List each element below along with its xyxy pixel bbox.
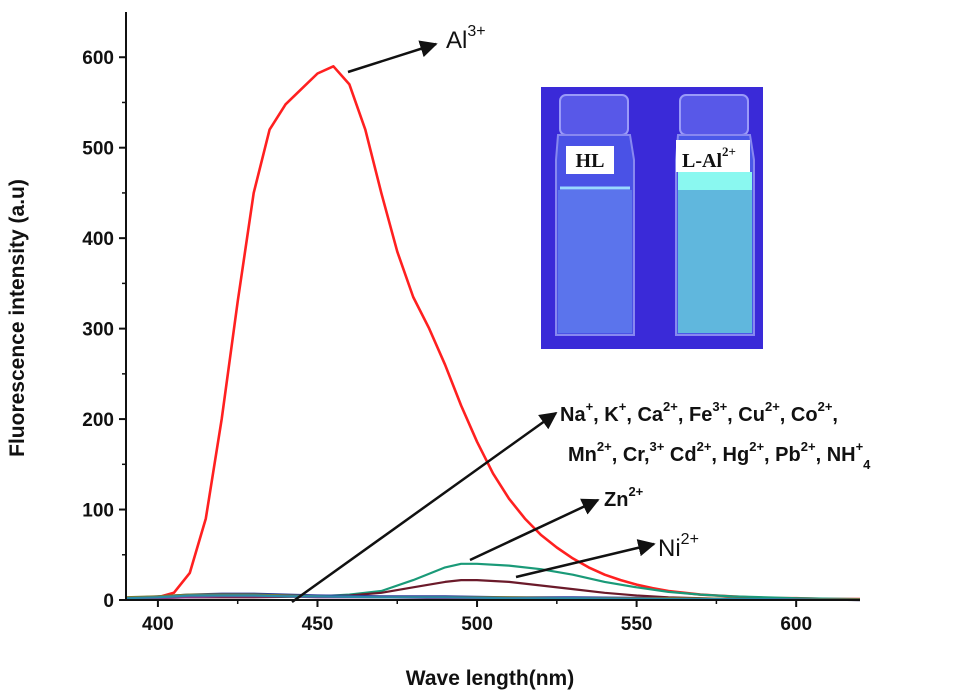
- vial-left-label: HL: [576, 150, 605, 172]
- x-tick-label: 450: [302, 614, 334, 635]
- vial-right-label: L-Al2+: [682, 144, 736, 172]
- y-tick-label: 400: [82, 229, 114, 250]
- x-tick-label: 400: [142, 614, 174, 635]
- annotation-al: Al3+: [446, 23, 486, 54]
- x-tick-label: 500: [461, 614, 493, 635]
- y-tick-label: 500: [82, 139, 114, 160]
- vial-left: [555, 94, 635, 336]
- arrow-al: [347, 40, 438, 74]
- axes: [119, 12, 860, 607]
- annotation-zn: Zn2+: [604, 484, 644, 511]
- arrow-others: [291, 411, 558, 604]
- y-tick-label: 300: [82, 320, 114, 341]
- x-tick-label: 550: [621, 614, 653, 635]
- y-tick-label: 200: [82, 410, 114, 431]
- annotation-ni: Ni2+: [658, 531, 699, 562]
- y-tick-label: 100: [82, 501, 114, 522]
- y-axis-label: Fluorescence intensity (a.u): [6, 179, 29, 457]
- vial-right-label-bg: [676, 140, 750, 172]
- series-layer: [125, 65, 861, 602]
- inset-photo: HL L-Al2+: [541, 87, 763, 349]
- arrow-zn: [469, 498, 600, 562]
- vial-right: [675, 94, 755, 336]
- arrow-ni: [515, 539, 656, 579]
- annotation-other-ions-line1: Na+, K+, Ca2+, Fe3+, Cu2+, Co2+,: [560, 399, 838, 426]
- annotation-other-ions-line2: Mn2+, Cr,3+ Cd2+, Hg2+, Pb2+, NH+4​: [568, 439, 871, 472]
- x-tick-label: 600: [780, 614, 812, 635]
- x-axis-label: Wave length(nm): [406, 667, 574, 690]
- tick-labels: 400 450 500 550 600 0 100 200 300 400 500 600: [82, 48, 812, 635]
- y-tick-label: 0: [103, 591, 114, 612]
- y-tick-label: 600: [82, 48, 114, 69]
- series-line-7: [125, 594, 861, 602]
- vial-left-label-bg: [566, 146, 614, 174]
